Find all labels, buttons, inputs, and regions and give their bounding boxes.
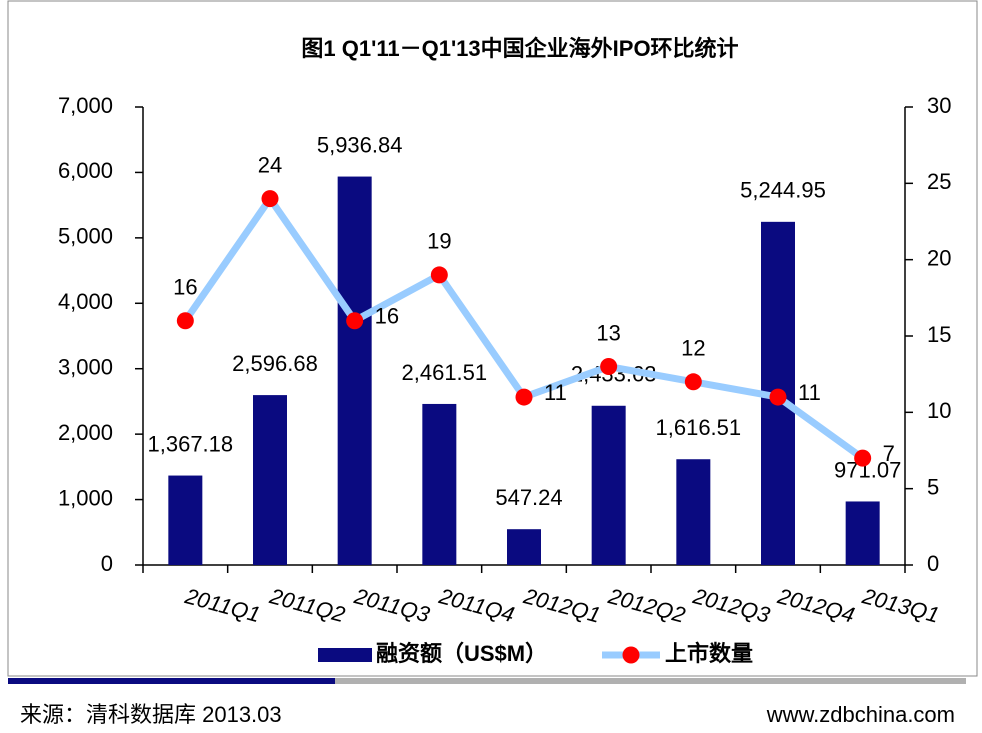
marker: [430, 266, 448, 284]
legend-swatch: [622, 646, 640, 664]
bar: [591, 405, 626, 565]
legend-label: 融资额（US$M）: [376, 641, 547, 666]
marker: [600, 358, 618, 376]
marker: [684, 373, 702, 391]
bar-value-label: 5,936.84: [317, 132, 403, 157]
line-value-label: 13: [596, 320, 620, 345]
bar-value-label: 2,596.68: [232, 351, 318, 376]
line-value-label: 11: [798, 380, 821, 405]
line-value-label: 16: [375, 304, 399, 329]
line-value-label: 7: [883, 441, 895, 466]
line-value-label: 16: [173, 275, 197, 300]
y-tick-label: 4,000: [58, 289, 113, 314]
chart-border: [7, 0, 978, 677]
y-tick-label: 3,000: [58, 355, 113, 380]
bar: [253, 395, 287, 565]
bar: [422, 403, 457, 565]
y2-tick-label: 25: [927, 169, 951, 194]
y2-tick-label: 30: [927, 93, 951, 118]
bar-value-label: 5,244.95: [740, 178, 826, 203]
bar-value-label: 2,461.51: [402, 360, 488, 385]
marker: [769, 388, 787, 406]
y2-tick-label: 20: [927, 245, 951, 270]
bar: [168, 475, 203, 565]
y-tick-label: 1,000: [58, 485, 113, 510]
y-tick-label: 2,000: [58, 420, 113, 445]
line-value-label: 24: [258, 152, 282, 177]
bar-value-label: 547.24: [495, 485, 562, 510]
y-tick-label: 7,000: [58, 93, 113, 118]
website: www.zdbchina.com: [766, 702, 955, 727]
line-value-label: 11: [544, 380, 567, 405]
legend-label: 上市数量: [665, 641, 753, 666]
bar: [337, 176, 372, 565]
bar: [507, 529, 541, 565]
bar: [676, 459, 711, 565]
y2-tick-label: 10: [927, 398, 951, 423]
line-value-label: 12: [681, 336, 705, 361]
y-tick-label: 6,000: [58, 158, 113, 183]
y-tick-label: 5,000: [58, 224, 113, 249]
marker: [261, 190, 279, 208]
y2-tick-label: 0: [927, 551, 939, 576]
legend-swatch: [318, 648, 372, 662]
marker: [176, 312, 194, 330]
marker: [515, 388, 533, 406]
source: 来源：清科数据库 2013.03: [20, 702, 282, 727]
marker: [346, 312, 364, 330]
bar: [845, 501, 880, 565]
marker: [854, 449, 872, 467]
y2-tick-label: 5: [927, 474, 939, 499]
bar-value-label: 1,367.18: [148, 431, 234, 456]
y2-tick-label: 15: [927, 322, 951, 347]
line-value-label: 19: [427, 229, 451, 254]
bar-value-label: 1,616.51: [656, 415, 742, 440]
y-tick-label: 0: [101, 551, 113, 576]
chart-title: 图1 Q1'11－Q1'13中国企业海外IPO环比统计: [301, 36, 738, 61]
